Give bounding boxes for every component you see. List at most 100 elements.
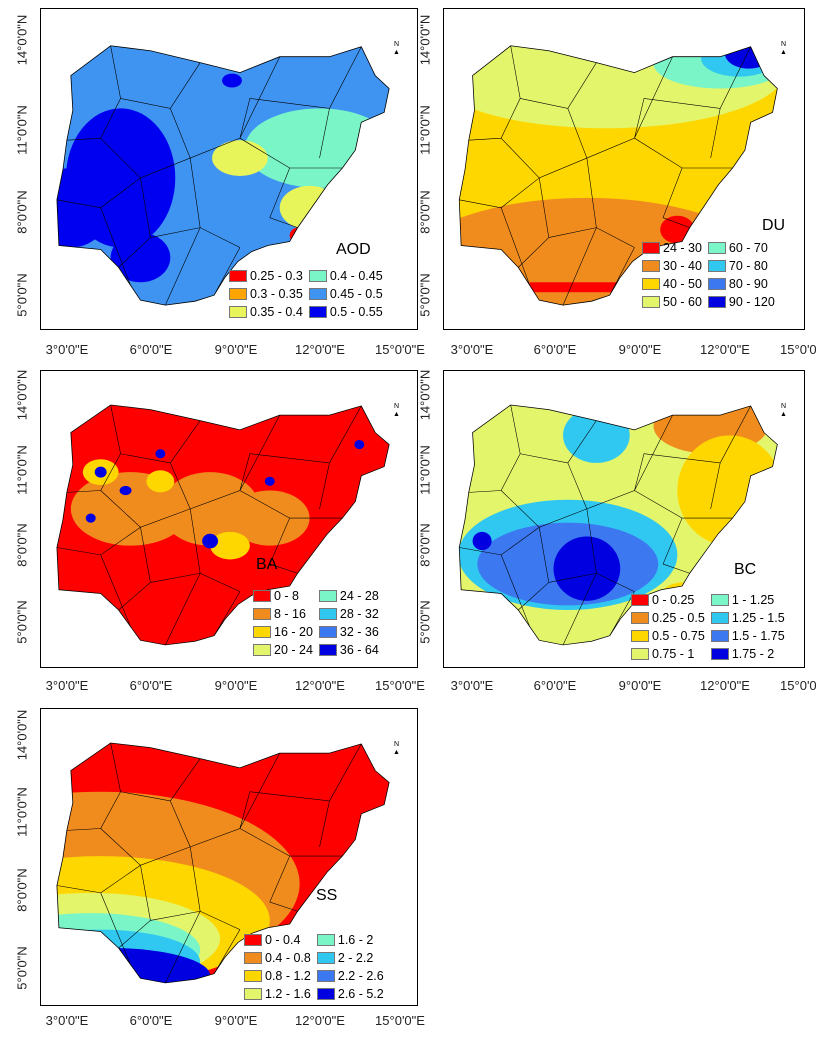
north-label: N: [393, 403, 399, 410]
legend-swatch: [710, 594, 729, 606]
legend-item: 0.3 - 0.35: [229, 287, 303, 301]
latitude-tick-label: 8°0'0"N: [14, 868, 30, 912]
longitude-tick-label: 6°0'0"E: [129, 678, 173, 693]
north-label: N: [393, 741, 399, 748]
legend-swatch: [642, 260, 660, 272]
value-region: [222, 73, 242, 88]
latitude-tick-label: 14°0'0"N: [14, 709, 30, 761]
legend-label: 1 - 1.25: [731, 593, 775, 607]
legend-label: 16 - 20: [274, 625, 313, 639]
value-region: [229, 490, 310, 546]
legend-swatch: [308, 306, 327, 318]
legend-swatch: [253, 590, 271, 602]
value-region: [760, 405, 776, 416]
legend-item: 1.25 - 1.5: [710, 611, 785, 625]
legend-swatch: [244, 934, 262, 946]
legend-swatch: [631, 594, 649, 606]
choropleth-map: [56, 742, 390, 984]
value-region: [354, 439, 365, 450]
legend-item: 0.5 - 0.55: [308, 305, 383, 319]
choropleth-map: [458, 404, 778, 646]
legend-swatch: [229, 288, 247, 300]
value-region: [289, 227, 306, 244]
legend-item: 0.75 - 1: [631, 647, 705, 661]
longitude-tick-label: 3°0'0"E: [45, 678, 89, 693]
north-label: N: [780, 403, 786, 410]
value-region: [210, 531, 250, 560]
legend-label: 60 - 70: [728, 241, 768, 255]
legend-label: 0.4 - 0.8: [265, 951, 311, 965]
state-boundaries: [56, 743, 362, 983]
legend-item: 0.35 - 0.4: [229, 305, 303, 319]
longitude-tick-label: 3°0'0"E: [45, 1013, 89, 1028]
legend-swatch: [244, 988, 262, 1000]
longitude-tick-label: 6°0'0"E: [129, 342, 173, 357]
legend: 24 - 30 60 - 70 30 - 40 70 - 80 40 - 50 80 - …: [642, 241, 775, 309]
longitude-tick-label: 15°0'0"E: [375, 342, 425, 357]
legend-label: 0 - 8: [274, 589, 300, 603]
value-region: [553, 536, 621, 601]
legend-swatch: [318, 608, 337, 620]
latitude-tick-label: 5°0'0"N: [14, 946, 30, 990]
legend: 0 - 8 24 - 28 8 - 16 28 - 32 16 - 20 32 - 36 2…: [253, 589, 379, 657]
legend-swatch: [642, 296, 660, 308]
legend-label: 28 - 32: [339, 607, 379, 621]
longitude-tick-label: 9°0'0"E: [214, 342, 258, 357]
legend-swatch: [316, 970, 335, 982]
legend-label: 0.8 - 1.2: [265, 969, 311, 983]
legend-label: 36 - 64: [339, 643, 379, 657]
legend-label: 0.3 - 0.35: [250, 287, 303, 301]
latitude-tick-label: 8°0'0"N: [417, 190, 433, 234]
legend-item: 60 - 70: [707, 241, 775, 255]
longitude-tick-label: 9°0'0"E: [618, 342, 662, 357]
legend-item: 36 - 64: [318, 643, 379, 657]
state-boundaries: [459, 45, 751, 306]
state-boundaries: [56, 405, 362, 645]
north-label: N: [780, 41, 786, 48]
value-region: [146, 470, 175, 493]
legend-item: 1 - 1.25: [710, 593, 785, 607]
legend-swatch: [253, 644, 271, 656]
legend-label: 0.5 - 0.55: [329, 305, 383, 319]
choropleth-map: [56, 45, 390, 306]
latitude-tick-label: 11°0'0"N: [14, 105, 30, 155]
value-region: [660, 215, 695, 244]
north-arrow-icon: N ▲: [393, 403, 400, 418]
country-outline: [56, 404, 390, 646]
value-region: [563, 407, 630, 463]
value-region: [369, 405, 380, 416]
north-arrow-icon: N ▲: [393, 41, 400, 56]
north-arrow-icon: N ▲: [780, 41, 787, 56]
longitude-tick-label: 12°0'0"E: [295, 1013, 345, 1028]
value-region: [459, 45, 778, 129]
panel-title: DU: [762, 217, 786, 234]
latitude-tick-label: 8°0'0"N: [417, 523, 433, 567]
country-outline: [458, 404, 778, 646]
panel-title: AOD: [336, 241, 371, 258]
legend-item: 0 - 0.4: [244, 933, 311, 947]
map-panel-aod: N ▲ AOD 0.25 - 0.3 0.4 - 0.45 0.3 - 0.35 0.45 …: [40, 8, 418, 330]
value-region: [724, 45, 773, 69]
legend-label: 1.25 - 1.5: [731, 611, 785, 625]
legend-item: 0.45 - 0.5: [308, 287, 383, 301]
map-panel-du: N ▲ DU 24 - 30 60 - 70 30 - 40 70 - 80 40 - 50 8…: [443, 8, 805, 330]
legend-item: 0.5 - 0.75: [631, 629, 705, 643]
latitude-tick-label: 14°0'0"N: [14, 14, 30, 66]
state-boundaries: [459, 405, 751, 645]
legend-item: 1.5 - 1.75: [710, 629, 785, 643]
legend-swatch: [710, 630, 729, 642]
state-boundaries: [56, 45, 362, 306]
choropleth-map: [56, 404, 390, 646]
legend-label: 2.2 - 2.6: [337, 969, 384, 983]
north-label: N: [393, 41, 399, 48]
value-region: [110, 232, 171, 283]
legend: 0.25 - 0.3 0.4 - 0.45 0.3 - 0.35 0.45 - 0.5…: [229, 269, 383, 319]
legend-swatch: [707, 260, 726, 272]
legend-item: 0.4 - 0.45: [308, 269, 383, 283]
legend-swatch: [318, 590, 337, 602]
legend-label: 0 - 0.25: [652, 593, 695, 607]
latitude-tick-label: 14°0'0"N: [14, 369, 30, 421]
legend-label: 0.45 - 0.5: [329, 287, 383, 301]
longitude-tick-label: 12°0'0"E: [700, 342, 750, 357]
longitude-tick-label: 3°0'0"E: [450, 678, 494, 693]
